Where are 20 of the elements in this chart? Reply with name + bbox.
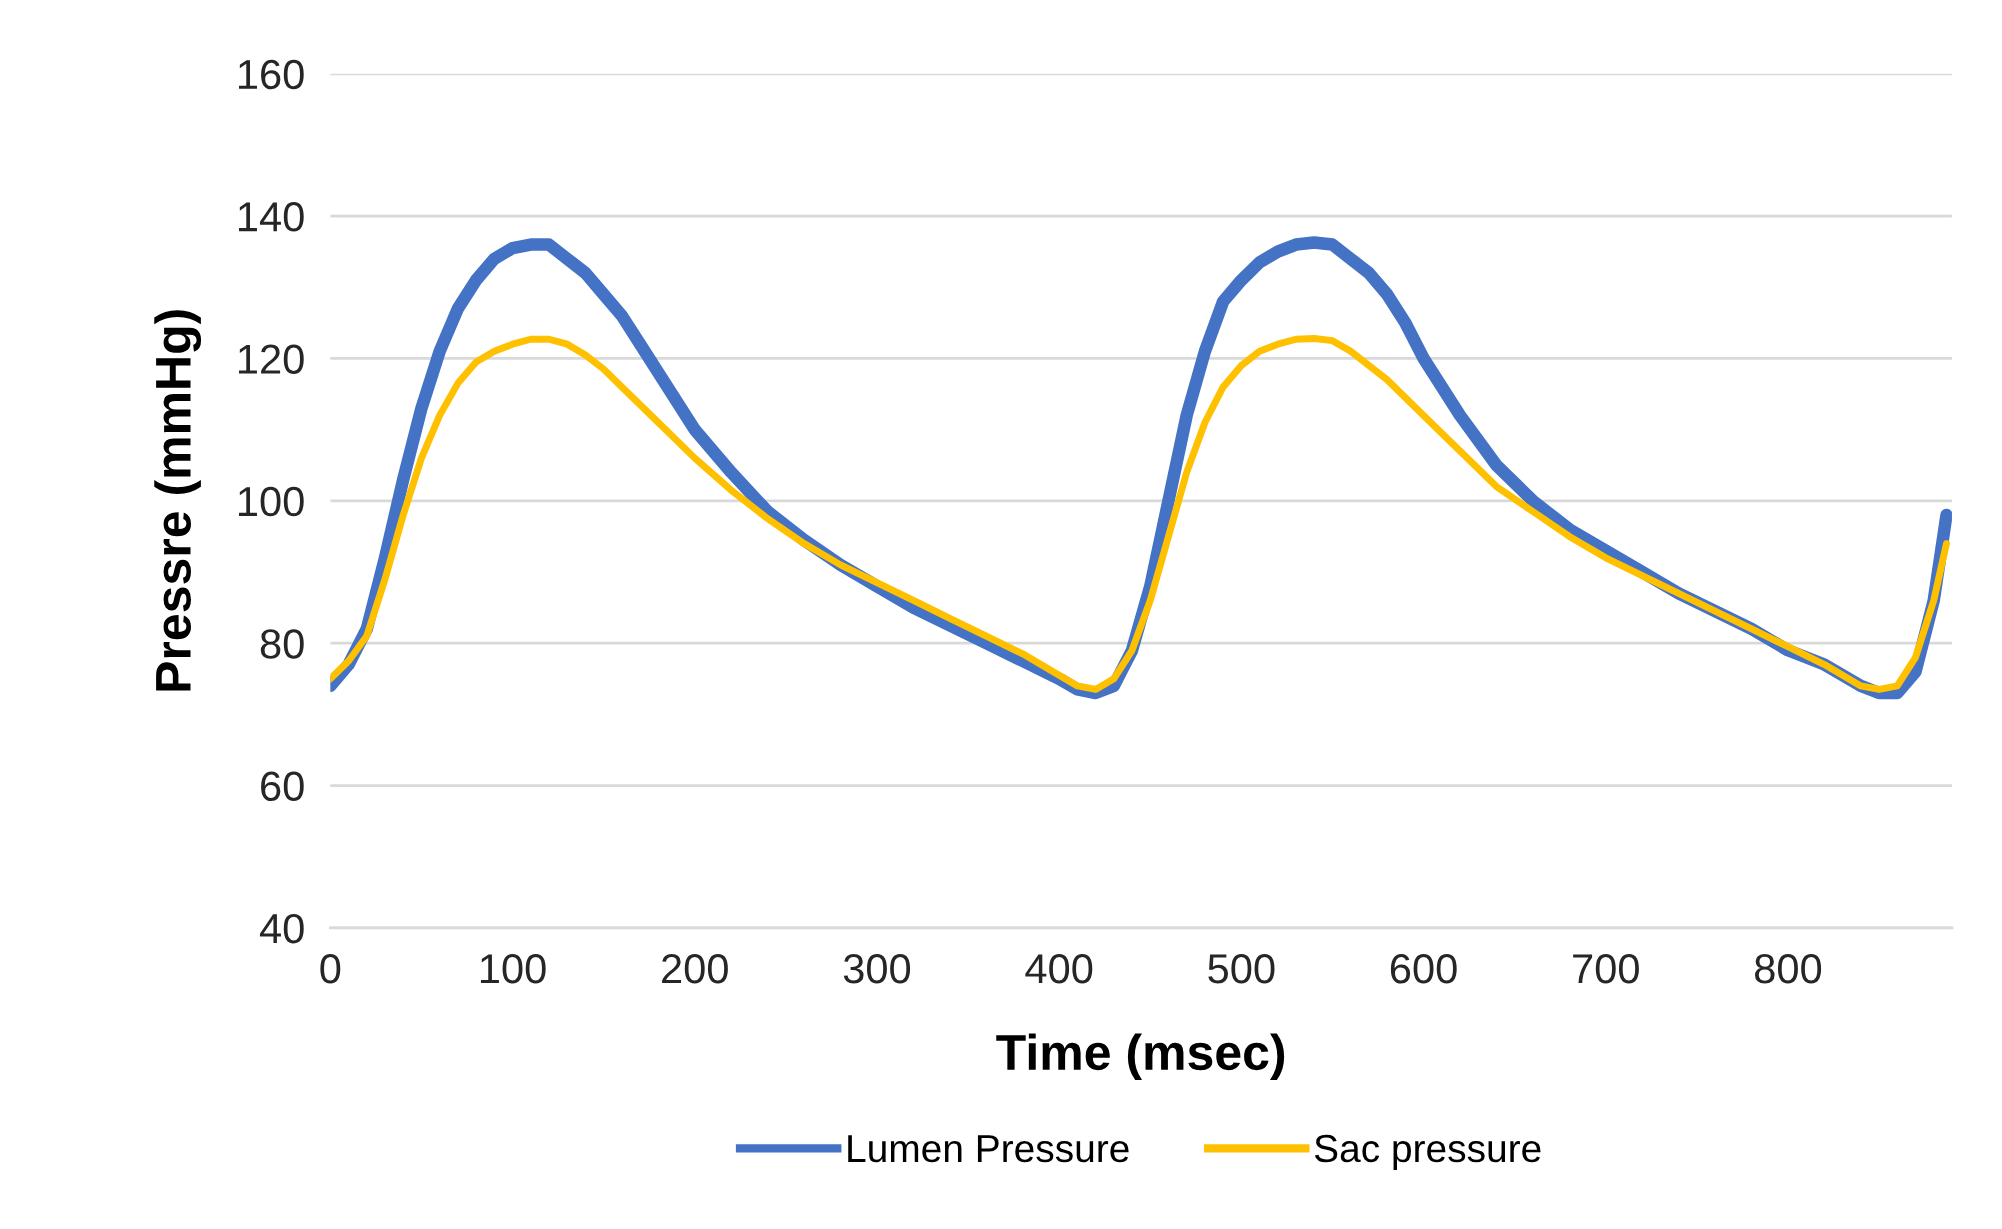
x-tick-label: 0 [320,954,341,984]
x-tick-label: 300 [843,954,911,984]
x-tick-label: 400 [1025,954,1093,984]
y-tick-label: 40 [259,913,304,944]
legend-label: Sac pressure [1314,1134,1541,1170]
x-tick-label: 800 [1755,954,1822,984]
x-tick-label: 200 [662,954,728,984]
y-tick-label: 120 [239,344,304,374]
y-tick-label: 60 [261,771,304,802]
x-tick-label: 700 [1573,954,1639,984]
x-axis-title: Time (msec) [996,1033,1285,1081]
x-tick-label: 500 [1208,954,1275,984]
y-tick-label: 140 [239,202,304,232]
y-axis-title: Pressre (mmHg) [154,310,202,691]
y-tick-label: 100 [239,486,304,517]
legend-label: Lumen Pressure [848,1135,1129,1163]
x-tick-label: 600 [1390,954,1457,984]
x-tick-label: 100 [480,954,546,984]
y-tick-label: 160 [239,59,304,90]
y-tick-label: 80 [260,629,304,659]
